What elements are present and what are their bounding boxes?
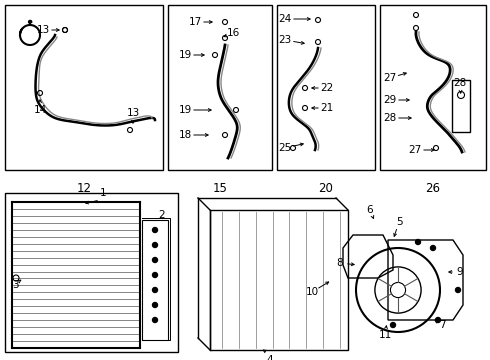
Text: 22: 22 — [320, 83, 334, 93]
Text: 15: 15 — [213, 182, 227, 195]
Text: 19: 19 — [178, 105, 192, 115]
Text: 6: 6 — [367, 205, 373, 215]
Circle shape — [152, 302, 157, 307]
Circle shape — [391, 323, 395, 328]
Circle shape — [152, 288, 157, 292]
Text: 27: 27 — [383, 73, 396, 83]
Text: 11: 11 — [378, 330, 392, 340]
Text: 17: 17 — [188, 17, 201, 27]
Text: 25: 25 — [278, 143, 292, 153]
Bar — [380, 5, 486, 170]
Text: 2: 2 — [158, 210, 165, 220]
Text: 20: 20 — [318, 182, 333, 195]
Text: 28: 28 — [383, 113, 396, 123]
Bar — [277, 5, 375, 170]
Circle shape — [431, 246, 436, 251]
Circle shape — [152, 243, 157, 248]
Text: 27: 27 — [408, 145, 421, 155]
Text: 8: 8 — [337, 258, 343, 268]
Text: 23: 23 — [278, 35, 292, 45]
Text: 14: 14 — [33, 105, 47, 115]
Text: 26: 26 — [425, 182, 441, 195]
Circle shape — [416, 239, 420, 244]
Text: 9: 9 — [457, 267, 464, 277]
Text: 16: 16 — [226, 28, 240, 38]
Text: 19: 19 — [178, 50, 192, 60]
Text: 10: 10 — [305, 287, 318, 297]
Text: 4: 4 — [267, 355, 273, 360]
Bar — [142, 220, 168, 340]
Text: 21: 21 — [320, 103, 334, 113]
Circle shape — [456, 288, 461, 292]
Text: 5: 5 — [396, 217, 402, 227]
Text: 7: 7 — [439, 320, 445, 330]
Bar — [5, 193, 178, 352]
Bar — [5, 5, 163, 170]
Circle shape — [436, 318, 441, 323]
Circle shape — [152, 273, 157, 278]
Text: 13: 13 — [126, 108, 140, 118]
Text: 3: 3 — [12, 280, 18, 290]
Text: 1: 1 — [99, 188, 106, 198]
Bar — [452, 80, 470, 132]
Bar — [210, 210, 348, 350]
Text: 28: 28 — [453, 78, 466, 88]
Text: 13: 13 — [36, 25, 49, 35]
Bar — [168, 5, 272, 170]
Circle shape — [152, 257, 157, 262]
Text: 18: 18 — [178, 130, 192, 140]
Circle shape — [152, 318, 157, 323]
Text: 29: 29 — [383, 95, 396, 105]
Text: 24: 24 — [278, 14, 292, 24]
Circle shape — [152, 228, 157, 233]
Text: 12: 12 — [76, 182, 92, 195]
